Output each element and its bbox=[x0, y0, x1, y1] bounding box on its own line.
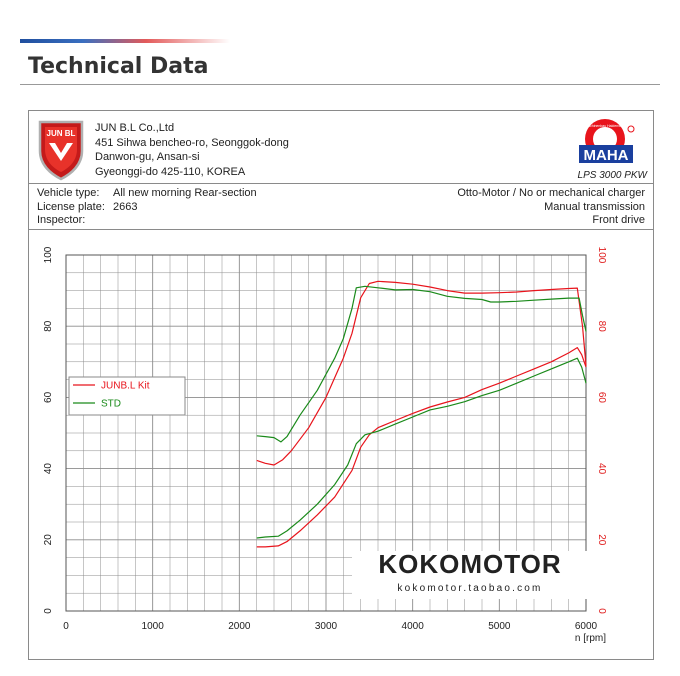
x-tick-label: 1000 bbox=[142, 621, 165, 632]
x-tick-label: 4000 bbox=[402, 621, 425, 632]
vehicle-info: Vehicle type: All new morning Rear-sectio… bbox=[37, 187, 257, 228]
vehicle-type-label: Vehicle type: bbox=[37, 187, 100, 199]
y-tick-label-left: 100 bbox=[43, 246, 54, 263]
company-line: Danwon-gu, Ansan-si bbox=[95, 151, 200, 163]
x-tick-label: 2000 bbox=[228, 621, 251, 632]
std-power-curve bbox=[256, 285, 587, 443]
y-tick-label-left: 40 bbox=[43, 463, 54, 475]
drive-type: Front drive bbox=[592, 214, 645, 226]
vehicle-config: Otto-Motor / No or mechanical charger Ma… bbox=[457, 187, 645, 228]
legend-label-std: STD bbox=[101, 399, 121, 410]
y-tick-label-right: 0 bbox=[596, 608, 607, 614]
junbl-torque-curve bbox=[256, 347, 587, 548]
title-accent-bar bbox=[20, 39, 230, 43]
inspector-label: Inspector: bbox=[37, 214, 86, 226]
license-plate-value: 2663 bbox=[113, 200, 138, 213]
watermark-brand: KOKOMOTOR bbox=[378, 549, 561, 579]
legend: JUNB.L Kit STD bbox=[68, 376, 186, 416]
x-tick-label: 5000 bbox=[488, 621, 511, 632]
y-tick-label-right: 100 bbox=[596, 247, 607, 264]
legend-label-junbl: JUNB.L Kit bbox=[101, 381, 150, 392]
junbl-logo: JUN BL bbox=[38, 120, 84, 181]
engine-type: Otto-Motor / No or mechanical charger bbox=[457, 187, 645, 199]
std-torque-curve bbox=[256, 357, 587, 539]
y-tick-label-left: 0 bbox=[43, 608, 54, 614]
maha-ring-text: Maschinenbau Haldenwang bbox=[583, 124, 626, 128]
company-line: JUN B.L Co.,Ltd bbox=[95, 122, 175, 134]
junbl-power-curve bbox=[256, 280, 587, 466]
transmission-type: Manual transmission bbox=[544, 200, 645, 213]
license-plate-label: License plate: bbox=[37, 200, 105, 213]
y-tick-label-right: 20 bbox=[596, 534, 607, 546]
page-title: Technical Data bbox=[28, 54, 209, 79]
plot-frame bbox=[65, 254, 587, 612]
company-line: Gyeonggi-do 425-110, KOREA bbox=[95, 165, 246, 178]
y-tick-label-left: 80 bbox=[43, 320, 54, 332]
info-divider bbox=[29, 229, 653, 230]
series bbox=[256, 280, 587, 548]
registered-mark-icon bbox=[627, 125, 635, 133]
maha-caption: LPS 3000 PKW bbox=[577, 170, 647, 181]
company-line: 451 Sihwa bencheo-ro, Seonggok-dong bbox=[95, 136, 289, 149]
x-tick-label: 0 bbox=[63, 621, 69, 632]
y-tick-label-left: 60 bbox=[43, 391, 54, 403]
x-axis-unit-label: n [rpm] bbox=[575, 633, 606, 644]
y-tick-label-right: 60 bbox=[596, 392, 607, 404]
watermark: KOKOMOTOR kokomotor.taobao.com bbox=[352, 549, 588, 599]
maha-logo: MAHA Maschinenbau Haldenwang bbox=[579, 119, 635, 164]
x-tick-label: 3000 bbox=[315, 621, 338, 632]
x-tick-label: 6000 bbox=[575, 621, 598, 632]
watermark-url: kokomotor.taobao.com bbox=[397, 583, 542, 594]
title-divider bbox=[20, 84, 660, 85]
y-tick-label-right: 80 bbox=[596, 321, 607, 333]
dyno-report-sheet: JUN BL JUN B.L Co.,Ltd 451 Sihwa bencheo… bbox=[28, 110, 654, 660]
junbl-emblem-icon bbox=[49, 143, 73, 161]
y-tick-label-right: 40 bbox=[596, 463, 607, 475]
header-divider bbox=[29, 183, 653, 184]
vehicle-type-value: All new morning Rear-section bbox=[113, 187, 257, 199]
junbl-logo-text: JUN BL bbox=[47, 129, 76, 138]
company-address: JUN B.L Co.,Ltd 451 Sihwa bencheo-ro, Se… bbox=[95, 121, 289, 179]
y-tick-label-left: 20 bbox=[43, 534, 54, 546]
maha-logo-text: MAHA bbox=[584, 147, 629, 164]
